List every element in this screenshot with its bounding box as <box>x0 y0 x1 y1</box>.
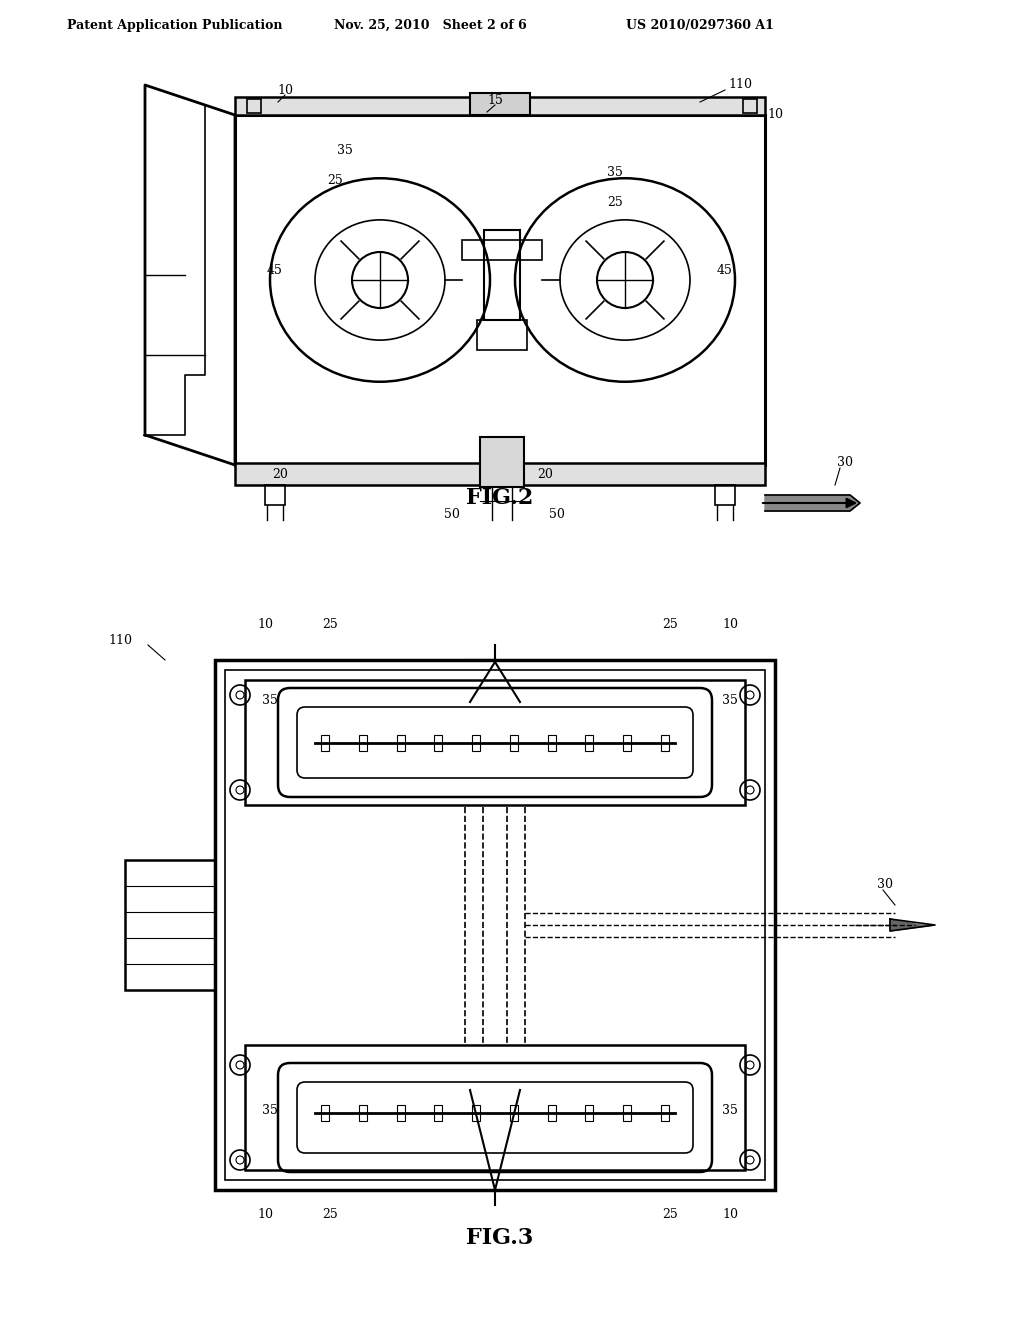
Bar <box>472 1105 480 1121</box>
Text: FIG.3: FIG.3 <box>466 1228 534 1249</box>
Text: 20: 20 <box>537 469 553 482</box>
Text: 45: 45 <box>717 264 733 276</box>
Bar <box>470 92 530 115</box>
Text: 10: 10 <box>722 619 738 631</box>
Text: 35: 35 <box>337 144 353 157</box>
Text: US 2010/0297360 A1: US 2010/0297360 A1 <box>626 18 774 32</box>
Bar <box>125 861 215 990</box>
Bar <box>234 115 765 465</box>
Text: 30: 30 <box>837 457 853 470</box>
Bar <box>484 230 520 319</box>
Bar <box>510 1105 518 1121</box>
Text: 25: 25 <box>323 619 338 631</box>
Text: 30: 30 <box>877 879 893 891</box>
Text: 50: 50 <box>444 508 460 521</box>
Bar <box>715 484 735 506</box>
Bar <box>472 735 480 751</box>
Text: 35: 35 <box>607 166 623 180</box>
Bar <box>321 735 329 751</box>
Bar <box>624 735 631 751</box>
Bar <box>247 99 261 114</box>
Bar <box>321 1105 329 1121</box>
Polygon shape <box>890 919 935 931</box>
Bar <box>434 735 442 751</box>
Text: 110: 110 <box>108 634 132 647</box>
Text: 50: 50 <box>549 508 565 521</box>
Text: 35: 35 <box>262 693 278 706</box>
Text: 25: 25 <box>663 1209 678 1221</box>
Text: 25: 25 <box>663 619 678 631</box>
Polygon shape <box>765 495 860 511</box>
Bar <box>586 735 594 751</box>
Bar <box>548 1105 556 1121</box>
Bar <box>662 735 669 751</box>
Text: 10: 10 <box>767 108 783 121</box>
Text: 10: 10 <box>278 83 293 96</box>
Text: Patent Application Publication: Patent Application Publication <box>68 18 283 32</box>
Bar <box>396 1105 404 1121</box>
Text: 45: 45 <box>267 264 283 276</box>
Bar <box>624 1105 631 1121</box>
Text: 10: 10 <box>257 619 273 631</box>
Bar <box>480 437 524 487</box>
Bar <box>225 671 765 1180</box>
Text: 15: 15 <box>487 94 503 107</box>
Bar <box>396 735 404 751</box>
Bar <box>548 735 556 751</box>
Text: 35: 35 <box>722 1104 738 1117</box>
Text: 35: 35 <box>722 693 738 706</box>
Bar <box>743 99 757 114</box>
Text: FIG.2: FIG.2 <box>466 487 534 510</box>
Bar <box>215 660 775 1191</box>
Bar <box>358 1105 367 1121</box>
Text: Nov. 25, 2010   Sheet 2 of 6: Nov. 25, 2010 Sheet 2 of 6 <box>334 18 526 32</box>
Bar <box>234 463 765 484</box>
Text: 25: 25 <box>607 197 623 210</box>
Bar <box>586 1105 594 1121</box>
Bar <box>662 1105 669 1121</box>
Bar <box>245 680 745 805</box>
Text: 10: 10 <box>257 1209 273 1221</box>
Text: 10: 10 <box>722 1209 738 1221</box>
Text: 25: 25 <box>323 1209 338 1221</box>
Bar <box>434 1105 442 1121</box>
Bar <box>477 319 527 350</box>
Bar <box>234 96 765 115</box>
Text: 20: 20 <box>272 469 288 482</box>
Bar <box>510 735 518 751</box>
Bar <box>358 735 367 751</box>
Bar <box>462 240 542 260</box>
Text: 25: 25 <box>327 173 343 186</box>
Bar <box>245 1045 745 1170</box>
Text: 110: 110 <box>728 78 752 91</box>
Text: 35: 35 <box>262 1104 278 1117</box>
Bar <box>265 484 285 506</box>
